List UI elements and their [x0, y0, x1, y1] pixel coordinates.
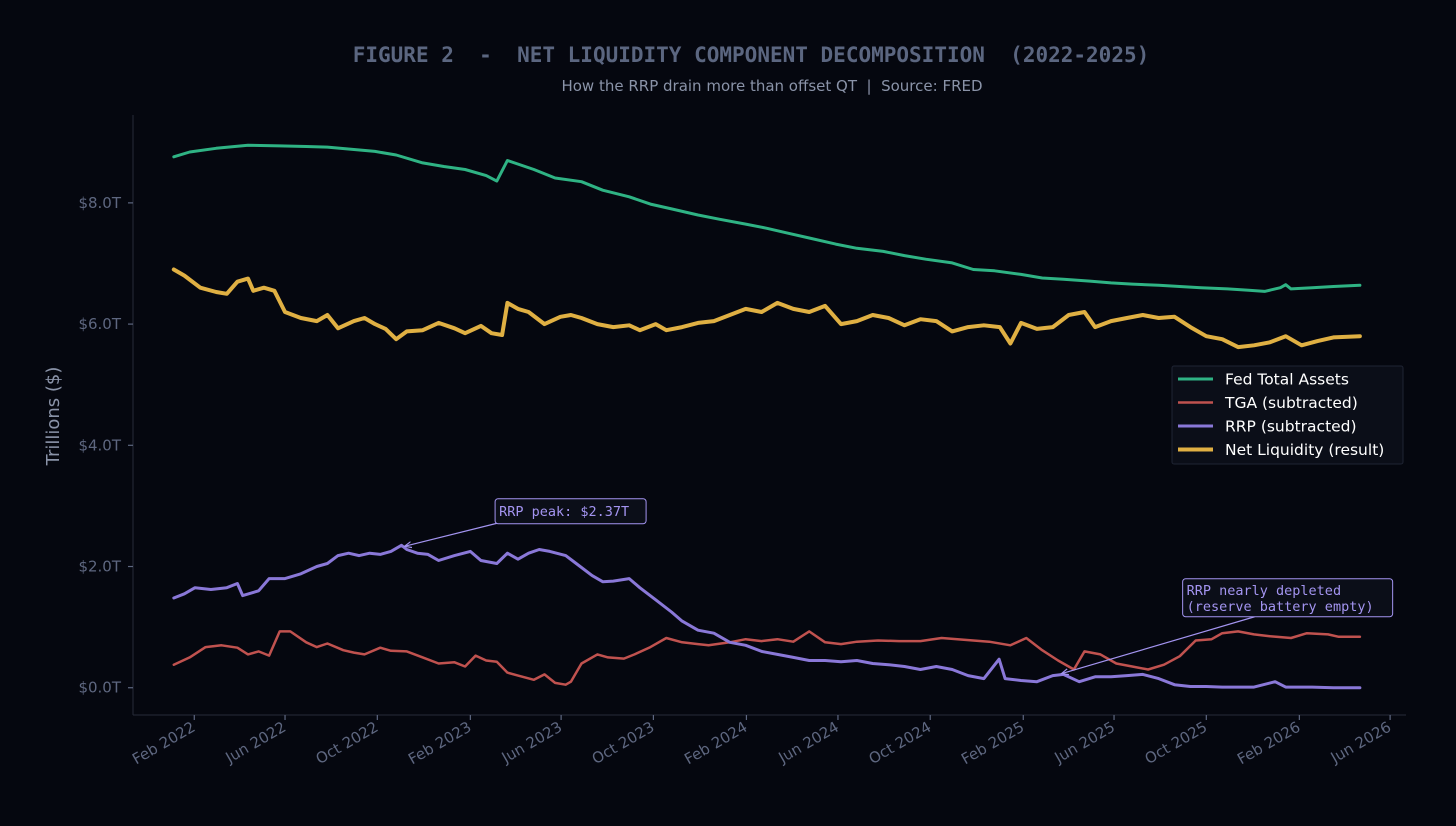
x-tick-label: Oct 2024: [866, 718, 935, 768]
x-tick-label: Feb 2025: [958, 718, 1027, 768]
y-tick-label: $8.0T: [78, 194, 121, 212]
x-tick-label: Jun 2026: [1327, 718, 1394, 767]
x-tick-label: Jun 2024: [775, 718, 842, 767]
annotation-rrp-depleted-line: RRP nearly depleted: [1187, 583, 1341, 599]
series-line-fed-total-assets: [172, 143, 1362, 293]
x-tick-label: Feb 2022: [129, 718, 198, 768]
series-line-tga-subtracted: [172, 630, 1362, 686]
y-tick-label: $0.0T: [78, 679, 121, 697]
series-line-net-liquidity-result: [171, 267, 1362, 350]
x-tick-label: Oct 2025: [1142, 718, 1211, 768]
series-line-rrp-subtracted: [172, 543, 1362, 690]
y-ticks: $0.0T $2.0T $4.0T $6.0T $8.0T: [78, 194, 133, 697]
x-tick-label: Jun 2023: [498, 718, 565, 767]
x-tick-label: Jun 2025: [1051, 718, 1118, 767]
annotation-rrp-peak: RRP peak: $2.37T: [499, 504, 629, 520]
legend-label: Net Liquidity (result): [1225, 441, 1384, 459]
chart-title: FIGURE 2 - NET LIQUIDITY COMPONENT DECOM…: [353, 43, 1150, 67]
x-tick-label: Feb 2023: [405, 718, 474, 768]
x-ticks: Feb 2022 Jun 2022 Oct 2022 Feb 2023 Jun 2023…: [129, 715, 1394, 768]
x-tick-label: Feb 2026: [1234, 718, 1303, 768]
legend-label: Fed Total Assets: [1225, 371, 1349, 389]
annotation-rrp-depleted-line: (reserve battery empty): [1187, 599, 1374, 615]
y-tick-label: $6.0T: [78, 315, 121, 333]
legend-label: TGA (subtracted): [1224, 394, 1358, 412]
y-tick-label: $2.0T: [78, 558, 121, 576]
y-axis-label: Trillions ($): [43, 367, 64, 467]
legend: Fed Total Assets TGA (subtracted) RRP (sub…: [1171, 365, 1404, 465]
chart-subtitle: How the RRP drain more than offset QT | …: [561, 77, 982, 95]
x-tick-label: Oct 2023: [589, 718, 658, 768]
annotation-box: [494, 498, 647, 525]
x-tick-label: Feb 2024: [681, 718, 750, 768]
annotations: RRP peak: $2.37T RRP nearly depleted(rese…: [405, 498, 1394, 674]
x-tick-label: Oct 2022: [313, 718, 382, 768]
x-tick-label: Jun 2022: [222, 718, 289, 767]
legend-box: [1171, 365, 1404, 465]
legend-label: RRP (subtracted): [1225, 418, 1357, 436]
annotation-box: [1182, 578, 1394, 618]
y-tick-label: $4.0T: [78, 436, 121, 454]
annotation-arrow: [405, 522, 500, 547]
annotation-arrow: [1061, 616, 1255, 674]
series-lines: [171, 143, 1362, 690]
